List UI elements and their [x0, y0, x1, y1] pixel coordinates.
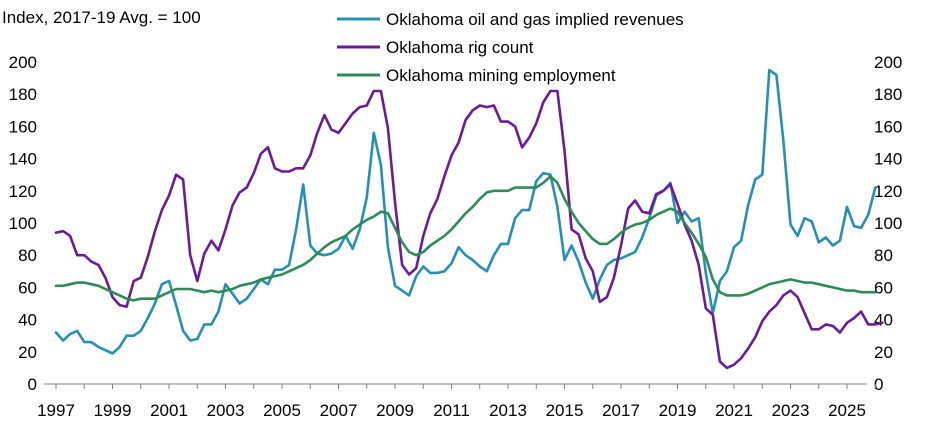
- y-tick-label-right: 120: [874, 182, 902, 201]
- y-tick-label-left: 160: [9, 117, 37, 136]
- y-tick-label-left: 180: [9, 85, 37, 104]
- y-tick-label-right: 160: [874, 117, 902, 136]
- plot-area: [54, 68, 884, 370]
- x-tick-label: 2025: [828, 401, 866, 420]
- y-tick-label-right: 180: [874, 85, 902, 104]
- x-tick-label: 2001: [150, 401, 188, 420]
- y-axis-title: Index, 2017-19 Avg. = 100: [2, 8, 201, 27]
- y-tick-label-left: 100: [9, 214, 37, 233]
- x-tick-label: 1997: [37, 401, 75, 420]
- y-tick-label-right: 60: [874, 278, 893, 297]
- x-tick-label: 2023: [772, 401, 810, 420]
- y-tick-label-right: 20: [874, 343, 893, 362]
- x-tick-label: 2015: [546, 401, 584, 420]
- y-tick-label-left: 80: [18, 246, 37, 265]
- y-tick-label-right: 40: [874, 311, 893, 330]
- series-line-1: [54, 89, 884, 370]
- x-tick-label: 2007: [320, 401, 358, 420]
- right-y-axis: 0 20 40 60 80 100 120 140 160 180 200: [874, 53, 902, 394]
- y-tick-label-left: 120: [9, 182, 37, 201]
- x-tick-label: 2017: [602, 401, 640, 420]
- y-tick-label-left: 20: [18, 343, 37, 362]
- y-tick-label-right: 80: [874, 246, 893, 265]
- x-axis: 1997 1999 2001 2003 2005 2007 2009 2011 2013 2015…: [37, 384, 876, 420]
- y-tick-label-left: 60: [18, 278, 37, 297]
- x-tick-label: 2013: [489, 401, 527, 420]
- legend-label: Oklahoma mining employment: [386, 66, 616, 85]
- series-line-0: [54, 68, 877, 355]
- y-tick-label-left: 140: [9, 150, 37, 169]
- x-tick-label: 1999: [94, 401, 132, 420]
- x-tick-label: 2019: [659, 401, 697, 420]
- y-tick-label-right: 100: [874, 214, 902, 233]
- y-tick-label-right: 0: [874, 375, 883, 394]
- series-line-2: [54, 175, 877, 302]
- x-tick-label: 2009: [376, 401, 414, 420]
- y-tick-label-right: 200: [874, 53, 902, 72]
- legend: Oklahoma oil and gas implied revenues Okl…: [337, 10, 684, 85]
- left-y-axis: 0 20 40 60 80 100 120 140 160 180 200: [9, 53, 37, 394]
- y-tick-label-right: 140: [874, 150, 902, 169]
- y-tick-label-left: 0: [28, 375, 37, 394]
- legend-label: Oklahoma rig count: [386, 38, 534, 57]
- x-tick-label: 2021: [715, 401, 753, 420]
- y-tick-label-left: 200: [9, 53, 37, 72]
- y-tick-label-left: 40: [18, 311, 37, 330]
- x-tick-label: 2005: [263, 401, 301, 420]
- x-tick-label: 2011: [433, 401, 470, 420]
- x-tick-label: 2003: [207, 401, 245, 420]
- legend-label: Oklahoma oil and gas implied revenues: [386, 10, 684, 29]
